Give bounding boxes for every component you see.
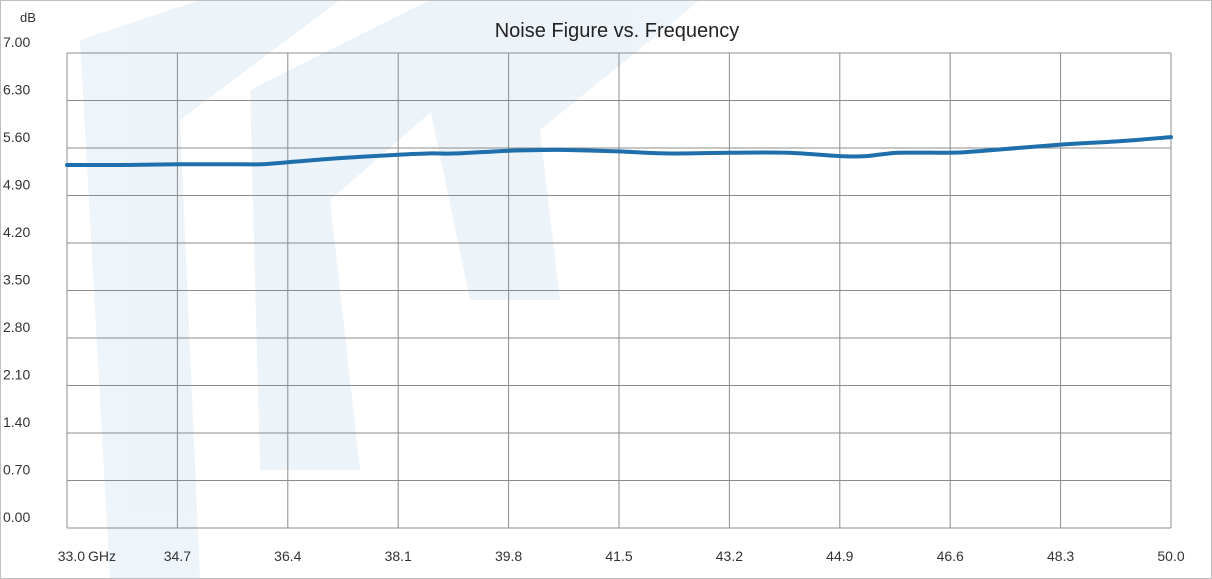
x-tick-label: 36.4 [274,548,301,564]
y-tick-label: 4.20 [3,224,30,240]
chart-title: Noise Figure vs. Frequency [495,20,740,42]
x-tick-label: 46.6 [937,548,964,564]
watermark-logo [80,0,700,579]
y-tick-label: 0.00 [3,509,30,525]
series-layer [65,135,1173,168]
x-tick-label: 50.0 [1157,548,1184,564]
y-axis-ticks: 0.00 0.70 1.40 2.10 2.80 3.50 4.20 4.90 5.60 6.30… [3,34,30,525]
y-tick-label: 5.60 [3,129,30,145]
x-tick-label: 41.5 [605,548,632,564]
y-tick-label: 2.10 [3,367,30,383]
y-tick-label: 0.70 [3,462,30,478]
series-line-0 [65,135,1173,168]
y-tick-label: 6.30 [3,82,30,98]
y-tick-label: 3.50 [3,272,30,288]
y-tick-label: 2.80 [3,319,30,335]
x-tick-label: 34.7 [164,548,191,564]
x-axis-unit-label: GHz [88,548,116,564]
y-axis-label: dB [20,10,36,25]
x-tick-label: 39.8 [495,548,522,564]
x-axis-ticks: 33.0 34.7 36.4 38.1 39.8 41.5 43.2 44.9 46.6 48.3… [58,548,1185,564]
x-tick-label: 38.1 [385,548,412,564]
x-tick-label: 44.9 [826,548,853,564]
x-tick-label: 43.2 [716,548,743,564]
x-tick-label: 33.0 [58,548,85,564]
grid-lines [66,52,1172,529]
y-tick-label: 4.90 [3,177,30,193]
y-tick-label: 1.40 [3,414,30,430]
x-tick-label: 48.3 [1047,548,1074,564]
y-tick-label: 7.00 [3,34,30,50]
